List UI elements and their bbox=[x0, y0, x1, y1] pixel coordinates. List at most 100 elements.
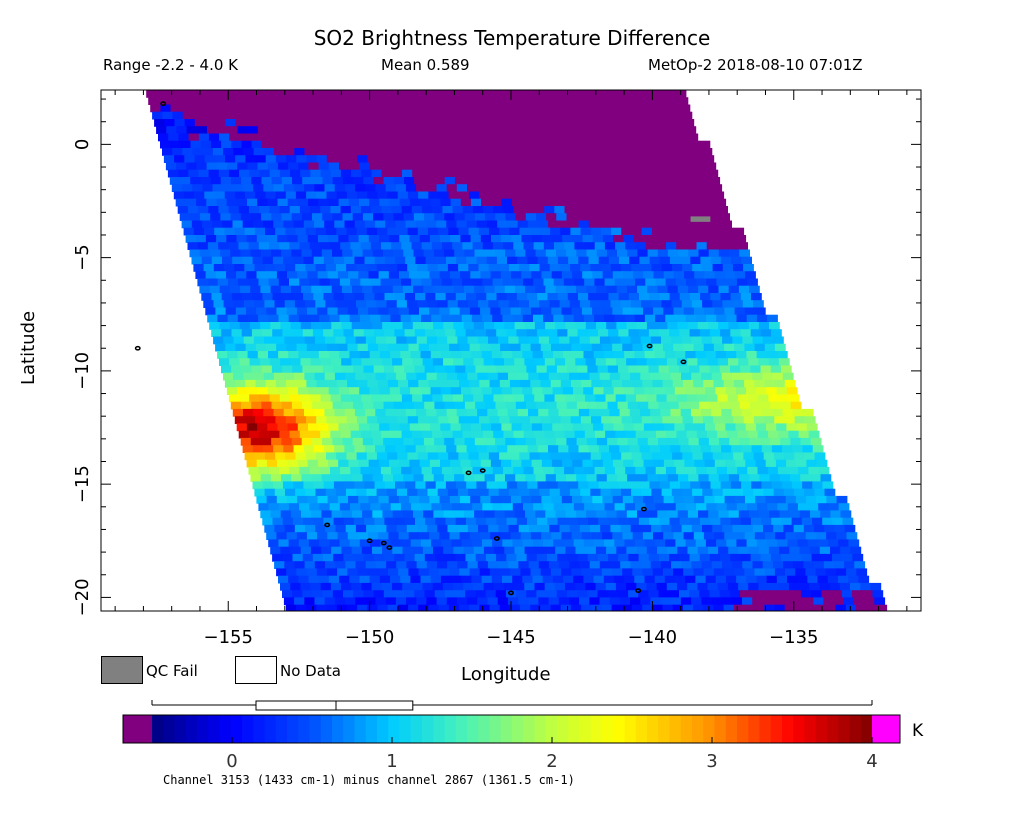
heatmap-cell bbox=[787, 539, 799, 548]
heatmap-cell bbox=[616, 358, 627, 366]
heatmap-cell bbox=[279, 206, 291, 214]
heatmap-cell bbox=[275, 155, 287, 163]
heatmap-cell bbox=[594, 242, 606, 250]
heatmap-cell bbox=[462, 430, 474, 439]
heatmap-cell bbox=[617, 401, 629, 410]
heatmap-cell bbox=[342, 437, 354, 446]
heatmap-cell bbox=[220, 249, 231, 258]
heatmap-cell bbox=[695, 351, 707, 359]
heatmap-cell bbox=[776, 423, 787, 432]
heatmap-cell bbox=[812, 517, 823, 526]
heatmap-cell bbox=[711, 597, 723, 606]
heatmap-cell bbox=[666, 169, 678, 178]
heatmap-cell bbox=[422, 394, 434, 403]
heatmap-cell bbox=[486, 104, 497, 113]
heatmap-cell bbox=[521, 235, 533, 243]
heatmap-cell bbox=[476, 256, 488, 265]
heatmap-cell bbox=[577, 517, 589, 526]
heatmap-cell bbox=[342, 249, 353, 258]
heatmap-cell bbox=[685, 351, 697, 359]
heatmap-cell bbox=[612, 532, 624, 540]
heatmap-cell bbox=[583, 612, 594, 620]
heatmap-cell bbox=[652, 604, 664, 611]
heatmap-cell bbox=[337, 271, 349, 279]
heatmap-cell bbox=[336, 604, 348, 611]
heatmap-cell bbox=[582, 459, 594, 468]
heatmap-cell bbox=[587, 365, 599, 374]
heatmap-cell bbox=[329, 612, 340, 620]
heatmap-cell bbox=[706, 314, 717, 323]
colorbar-cell bbox=[737, 715, 749, 743]
heatmap-cell bbox=[763, 452, 775, 461]
heatmap-cell bbox=[640, 597, 651, 606]
heatmap-cell bbox=[432, 358, 444, 366]
heatmap-cell bbox=[638, 553, 650, 562]
heatmap-cell bbox=[579, 148, 591, 156]
heatmap-cell bbox=[741, 256, 752, 265]
heatmap-cell bbox=[362, 249, 374, 258]
heatmap-cell bbox=[364, 293, 375, 301]
heatmap-cell bbox=[400, 503, 412, 511]
heatmap-cell bbox=[644, 126, 656, 134]
heatmap-cell bbox=[507, 445, 519, 453]
heatmap-cell bbox=[330, 394, 342, 403]
heatmap-cell bbox=[581, 155, 593, 163]
heatmap-cell bbox=[263, 445, 274, 453]
heatmap-cell bbox=[491, 351, 503, 359]
heatmap-cell bbox=[342, 177, 354, 185]
heatmap-cell bbox=[477, 111, 489, 120]
heatmap-cell bbox=[603, 198, 615, 207]
heatmap-cell bbox=[611, 604, 623, 611]
heatmap-cell bbox=[718, 249, 730, 258]
heatmap-cell bbox=[571, 568, 583, 577]
heatmap-cell bbox=[792, 445, 804, 453]
heatmap-cell bbox=[617, 213, 629, 221]
heatmap-cell bbox=[495, 401, 507, 410]
heatmap-cell bbox=[806, 495, 817, 504]
heatmap-cell bbox=[417, 488, 429, 497]
heatmap-cell bbox=[205, 271, 217, 279]
heatmap-cell bbox=[519, 416, 531, 424]
heatmap-cell bbox=[563, 314, 575, 323]
heatmap-cell bbox=[664, 162, 676, 171]
heatmap-cell bbox=[603, 387, 615, 395]
heatmap-cell bbox=[435, 104, 446, 113]
heatmap-cell bbox=[453, 546, 465, 555]
heatmap-cell bbox=[208, 206, 220, 214]
heatmap-cell bbox=[384, 481, 396, 490]
heatmap-cell bbox=[353, 401, 364, 410]
heatmap-cell bbox=[739, 401, 751, 410]
heatmap-cell bbox=[491, 423, 502, 432]
heatmap-cell bbox=[735, 423, 747, 432]
heatmap-cell bbox=[237, 314, 249, 323]
heatmap-cell bbox=[292, 553, 304, 562]
heatmap-cell bbox=[583, 126, 595, 134]
heatmap-cell bbox=[648, 140, 660, 149]
heatmap-cell bbox=[529, 264, 541, 272]
heatmap-cell bbox=[492, 90, 504, 98]
heatmap-cell bbox=[243, 408, 254, 417]
heatmap-cell bbox=[488, 264, 500, 272]
heatmap-cell bbox=[334, 372, 346, 381]
heatmap-cell bbox=[261, 437, 272, 446]
heatmap-cell bbox=[570, 227, 582, 236]
heatmap-cell bbox=[768, 546, 780, 555]
heatmap-cell bbox=[450, 198, 462, 207]
heatmap-cell bbox=[333, 140, 344, 149]
heatmap-cell bbox=[312, 401, 324, 410]
heatmap-cell bbox=[425, 481, 437, 490]
heatmap-cell bbox=[505, 437, 517, 446]
heatmap-cell bbox=[344, 256, 355, 265]
heatmap-cell bbox=[697, 394, 708, 403]
heatmap-cell bbox=[580, 416, 592, 424]
heatmap-cell bbox=[503, 242, 514, 250]
heatmap-cell bbox=[698, 474, 710, 482]
heatmap-cell bbox=[353, 177, 364, 185]
heatmap-cell bbox=[369, 162, 381, 171]
heatmap-cell bbox=[473, 169, 485, 178]
heatmap-cell bbox=[402, 169, 413, 178]
heatmap-cell bbox=[317, 119, 328, 127]
heatmap-cell bbox=[711, 184, 723, 192]
heatmap-cell bbox=[261, 213, 272, 221]
heatmap-cell bbox=[640, 561, 652, 569]
